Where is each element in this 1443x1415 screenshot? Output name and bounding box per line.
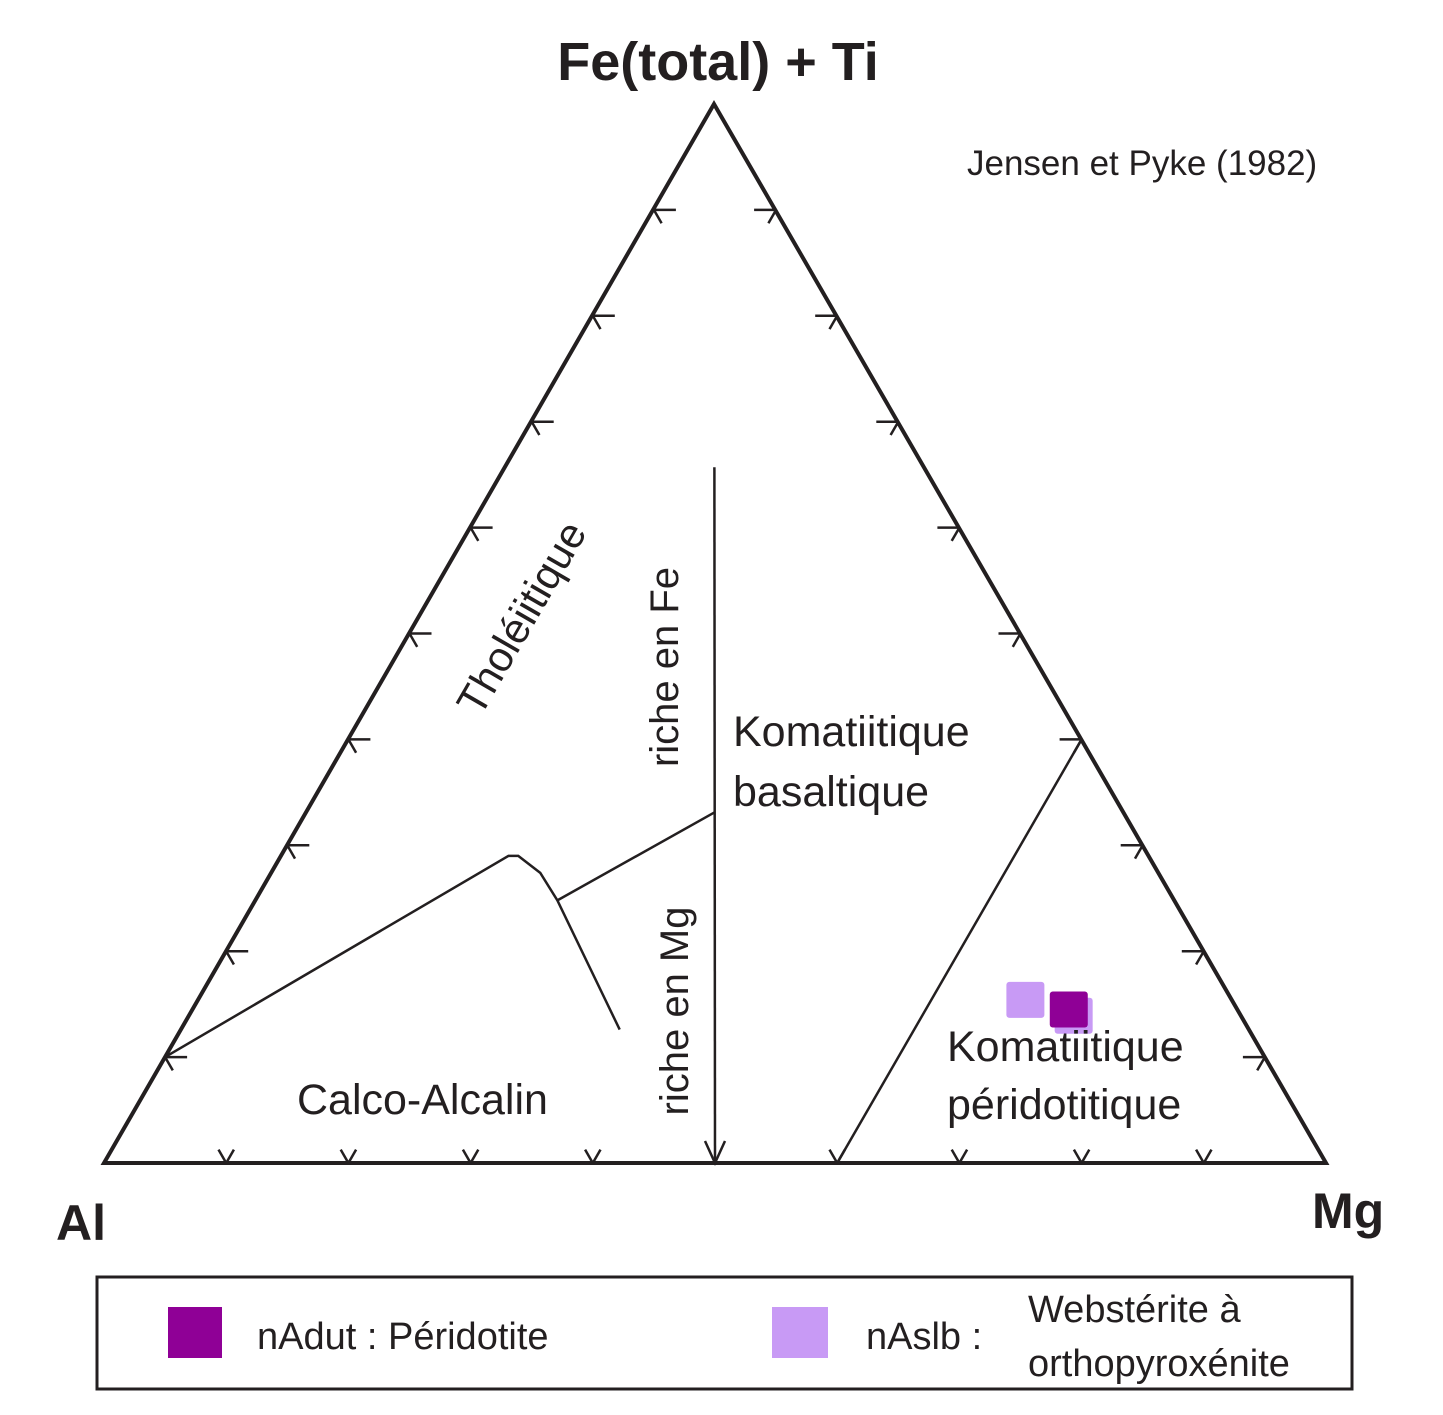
field-fe-rich: riche en Fe <box>643 567 687 767</box>
field-komatiitic-peridotite-2: péridotitique <box>947 1081 1181 1129</box>
legend-box <box>95 1275 1354 1391</box>
tick-bottom <box>347 1149 358 1164</box>
apex-right-label: Mg <box>1312 1183 1384 1239</box>
legend-desc-naslb-1: Webstérite à <box>1028 1289 1241 1331</box>
legend-swatch-nadut <box>168 1307 222 1358</box>
legend-swatch-naslb <box>772 1307 828 1358</box>
boundary-komatiitic-peridotite <box>836 738 1083 1164</box>
tick-right <box>1256 1056 1266 1072</box>
point-nAslb <box>1006 981 1045 1018</box>
tick-bottom <box>225 1149 235 1164</box>
tick-left <box>286 844 297 860</box>
divide-arrowhead <box>703 1140 727 1167</box>
legend-desc-naslb-2: orthopyroxénite <box>1028 1343 1290 1385</box>
apex-top-label: Fe(total) + Ti <box>557 32 879 92</box>
ticks <box>164 208 1266 1164</box>
field-komatiitic-basalt-1: Komatiitique <box>733 708 970 756</box>
tick-left <box>652 209 663 224</box>
tick-left <box>408 632 419 648</box>
tick-left <box>347 738 358 754</box>
tick-bottom <box>591 1149 602 1164</box>
boundary-tholeiitic-calc-alkaline <box>164 854 621 1059</box>
tick-left <box>469 526 480 542</box>
boundary-fe-mg-divide <box>713 467 717 1164</box>
field-tholeiitic: Tholéiitique <box>447 513 595 723</box>
tick-bottom <box>339 1149 350 1164</box>
boundary-tholeiitic-komatiitic <box>556 811 715 902</box>
tick-right <box>1195 950 1205 966</box>
tick-left <box>591 315 602 330</box>
tick-bottom <box>950 1149 961 1164</box>
boundaries <box>164 467 1083 1164</box>
tick-bottom <box>958 1149 969 1164</box>
tick-bottom <box>1202 1149 1213 1164</box>
point-nAdut <box>1049 991 1088 1028</box>
tick-bottom <box>1072 1149 1083 1164</box>
legend-label-nadut: nAdut : Péridotite <box>257 1316 549 1358</box>
legend: nAdut : Péridotite nAslb : Webstérite à … <box>95 1275 1354 1391</box>
tick-bottom <box>828 1149 839 1164</box>
tick-bottom <box>1195 1149 1205 1164</box>
field-calc-alkaline: Calco-Alcalin <box>297 1076 548 1124</box>
data-points <box>1006 981 1093 1034</box>
tick-left <box>225 950 235 966</box>
tick-bottom <box>1080 1149 1091 1164</box>
legend-label-naslb: nAslb : <box>866 1316 982 1358</box>
arrowhead <box>703 1140 727 1167</box>
tick-left <box>530 421 541 436</box>
field-mg-rich: riche en Mg <box>653 907 697 1116</box>
tick-bottom <box>217 1149 228 1164</box>
field-komatiitic-basalt-2: basaltique <box>733 768 929 816</box>
tick-bottom <box>461 1149 472 1164</box>
source-label: Jensen et Pyke (1982) <box>967 144 1317 183</box>
field-komatiitic-peridotite-1: Komatiitique <box>947 1023 1184 1071</box>
tick-bottom <box>469 1149 480 1164</box>
apex-left-label: Al <box>56 1195 106 1251</box>
tick-bottom <box>584 1149 594 1164</box>
tick-left <box>164 1056 174 1072</box>
